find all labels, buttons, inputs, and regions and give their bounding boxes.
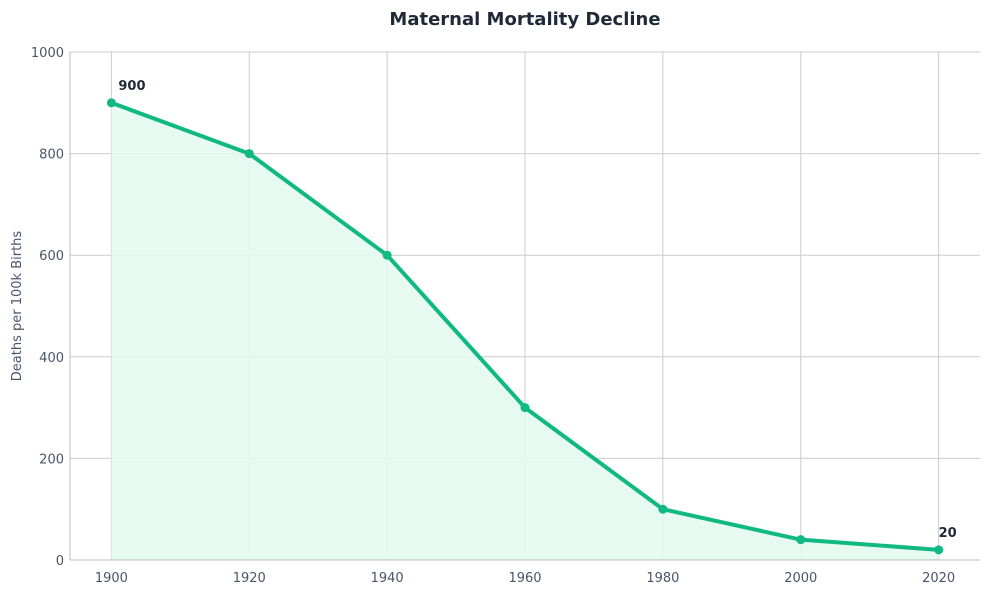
data-points bbox=[106, 98, 944, 555]
axes bbox=[69, 52, 980, 561]
area-fill bbox=[111, 102, 939, 561]
chart-title: Maternal Mortality Decline bbox=[389, 9, 660, 30]
tick-labels: 0 200 400 600 800 1000 1900 1920 1940 1960 1980 200… bbox=[31, 46, 955, 586]
y-tick-label: 600 bbox=[39, 249, 64, 264]
x-tick-label: 2000 bbox=[784, 571, 817, 586]
x-tick-label: 1960 bbox=[508, 571, 541, 586]
data-point bbox=[106, 98, 116, 108]
y-axis-label: Deaths per 100k Births bbox=[10, 231, 25, 382]
y-tick-label: 800 bbox=[39, 148, 64, 163]
data-label: 900 bbox=[118, 79, 145, 94]
y-tick-label: 0 bbox=[56, 554, 64, 569]
data-point bbox=[658, 504, 668, 514]
x-tick-label: 1980 bbox=[646, 571, 679, 586]
x-tick-label: 1920 bbox=[233, 571, 266, 586]
x-tick-label: 2020 bbox=[922, 571, 955, 586]
data-point bbox=[382, 250, 392, 260]
data-point bbox=[796, 535, 806, 545]
y-tick-label: 200 bbox=[39, 452, 64, 467]
data-point bbox=[934, 545, 944, 555]
y-tick-label: 1000 bbox=[31, 46, 64, 61]
x-tick-label: 1940 bbox=[371, 571, 404, 586]
data-point bbox=[520, 403, 530, 413]
x-tick-label: 1900 bbox=[95, 571, 128, 586]
data-label: 20 bbox=[939, 526, 957, 541]
data-point bbox=[244, 149, 254, 159]
annotations: 900 20 bbox=[118, 79, 956, 541]
y-tick-label: 400 bbox=[39, 351, 64, 366]
